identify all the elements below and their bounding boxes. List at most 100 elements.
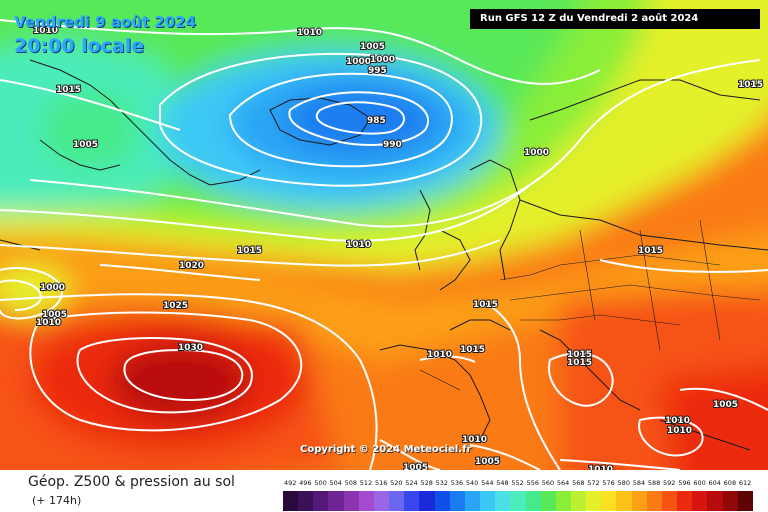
isobars bbox=[0, 19, 768, 470]
scale-swatch bbox=[586, 491, 602, 511]
scale-swatch bbox=[313, 491, 329, 511]
legend-title: Géop. Z500 & pression au sol bbox=[28, 474, 235, 490]
scale-label: 500 bbox=[314, 479, 327, 487]
scale-swatch bbox=[555, 491, 571, 511]
map-area: 1010 1010 1005 1005 1000 1000 995 985 99… bbox=[0, 0, 768, 470]
isobar-label: 1010 bbox=[36, 318, 61, 328]
scale-swatch bbox=[525, 491, 541, 511]
isobar-label: 1015 bbox=[460, 345, 485, 355]
scale-swatch bbox=[631, 491, 647, 511]
forecast-time: 20:00 locale bbox=[14, 35, 145, 57]
scale-swatch bbox=[283, 491, 299, 511]
scale-label: 612 bbox=[738, 479, 752, 487]
isobar-label: 1015 bbox=[56, 85, 81, 95]
scale-label: 560 bbox=[541, 479, 555, 487]
scale-swatch bbox=[646, 491, 662, 511]
scale-label: 600 bbox=[693, 479, 706, 487]
scale-swatch bbox=[692, 491, 708, 511]
scale-swatch bbox=[480, 491, 496, 511]
scale-swatch bbox=[601, 491, 617, 511]
scale-swatch bbox=[404, 491, 420, 511]
color-scale: 492 496 500 504 508 512 516 520 524 528 532 536 540 5… bbox=[283, 479, 753, 511]
scale-swatch bbox=[570, 491, 587, 511]
isobar-label: 1005 bbox=[73, 140, 98, 150]
isobar-label: 990 bbox=[383, 140, 402, 150]
scale-label: 592 bbox=[663, 479, 676, 487]
isobar-label: 1010 bbox=[665, 416, 690, 426]
isobar-label: 1030 bbox=[178, 343, 203, 353]
scale-label: 576 bbox=[602, 479, 615, 487]
scale-swatch bbox=[540, 491, 556, 511]
isobar-label: 1015 bbox=[473, 300, 498, 310]
scale-swatch bbox=[495, 491, 511, 511]
isobar-labels: 1010 1010 1005 1005 1000 1000 995 985 99… bbox=[32, 25, 764, 470]
scale-label: 544 bbox=[481, 479, 494, 487]
scale-label: 524 bbox=[405, 479, 418, 487]
scale-swatch bbox=[434, 491, 450, 511]
forecast-date: Vendredi 9 août 2024 bbox=[14, 13, 196, 31]
scale-swatch bbox=[343, 491, 359, 511]
scale-label: 492 bbox=[284, 479, 297, 487]
isobar-label: 1010 bbox=[297, 28, 322, 38]
isobar-label: 1010 bbox=[462, 435, 487, 445]
isobar-label: 995 bbox=[368, 66, 387, 76]
scale-label: 548 bbox=[496, 479, 509, 487]
isobar-label: 1020 bbox=[179, 261, 204, 271]
scale-swatch bbox=[510, 491, 526, 511]
color-field bbox=[0, 0, 768, 470]
legend-subtitle: (+ 174h) bbox=[32, 494, 82, 507]
isobar-label: 1010 bbox=[33, 26, 58, 36]
isobar-label: 1010 bbox=[346, 240, 371, 250]
scale-swatch bbox=[389, 491, 405, 511]
isobar-label: 1000 bbox=[524, 148, 549, 158]
scale-label: 512 bbox=[359, 479, 373, 487]
geopotential-map: 1010 1010 1005 1005 1000 1000 995 985 99… bbox=[0, 0, 768, 470]
isobar-label: 1015 bbox=[567, 350, 592, 360]
isobar-label: 1010 bbox=[588, 465, 613, 470]
scale-label: 504 bbox=[329, 479, 342, 487]
isobar-label: 1005 bbox=[42, 310, 67, 320]
scale-swatch bbox=[449, 491, 465, 511]
scale-swatch bbox=[616, 491, 632, 511]
isobar-label: 1015 bbox=[237, 246, 262, 256]
scale-swatch bbox=[328, 491, 344, 511]
isobar-label: 1015 bbox=[638, 246, 663, 256]
isobar-label: 1015 bbox=[738, 80, 763, 90]
scale-swatch bbox=[419, 491, 435, 511]
isobar-label: 1025 bbox=[163, 301, 188, 311]
isobar-label: 1010 bbox=[427, 350, 452, 360]
scale-bar bbox=[283, 491, 753, 511]
scale-swatch bbox=[722, 491, 738, 511]
isobar-label: 1005 bbox=[360, 42, 385, 52]
legend-panel: Géop. Z500 & pression au sol (+ 174h) 49… bbox=[0, 470, 768, 512]
scale-label: 604 bbox=[708, 479, 721, 487]
scale-label: 584 bbox=[632, 479, 646, 487]
isobar-label: 985 bbox=[367, 116, 386, 126]
scale-labels: 492 496 500 504 508 512 516 520 524 528 532 536 540 5… bbox=[283, 479, 753, 489]
scale-swatch bbox=[707, 491, 723, 511]
isobar-label: 1000 bbox=[346, 57, 371, 67]
scale-label: 496 bbox=[299, 479, 312, 487]
scale-swatch bbox=[737, 491, 753, 511]
isobar-label: 1000 bbox=[40, 283, 65, 293]
scale-label: 556 bbox=[526, 479, 539, 487]
scale-label: 596 bbox=[678, 479, 691, 487]
run-banner: Run GFS 12 Z du Vendredi 2 août 2024 bbox=[470, 9, 760, 29]
scale-label: 540 bbox=[465, 479, 479, 487]
scale-label: 532 bbox=[435, 479, 449, 487]
scale-swatch bbox=[464, 491, 481, 511]
scale-swatch bbox=[373, 491, 390, 511]
scale-label: 528 bbox=[420, 479, 433, 487]
copyright: Copyright © 2024 Meteociel.fr bbox=[300, 444, 472, 455]
isobar-label: 1005 bbox=[475, 457, 500, 467]
scale-label: 516 bbox=[374, 479, 388, 487]
scale-label: 508 bbox=[344, 479, 358, 487]
isobar-label: 1010 bbox=[667, 426, 692, 436]
scale-swatch bbox=[677, 491, 693, 511]
scale-label: 608 bbox=[723, 479, 737, 487]
scale-label: 572 bbox=[587, 479, 600, 487]
isobar-label: 1005 bbox=[403, 463, 428, 470]
scale-label: 536 bbox=[450, 479, 464, 487]
scale-swatch bbox=[298, 491, 314, 511]
